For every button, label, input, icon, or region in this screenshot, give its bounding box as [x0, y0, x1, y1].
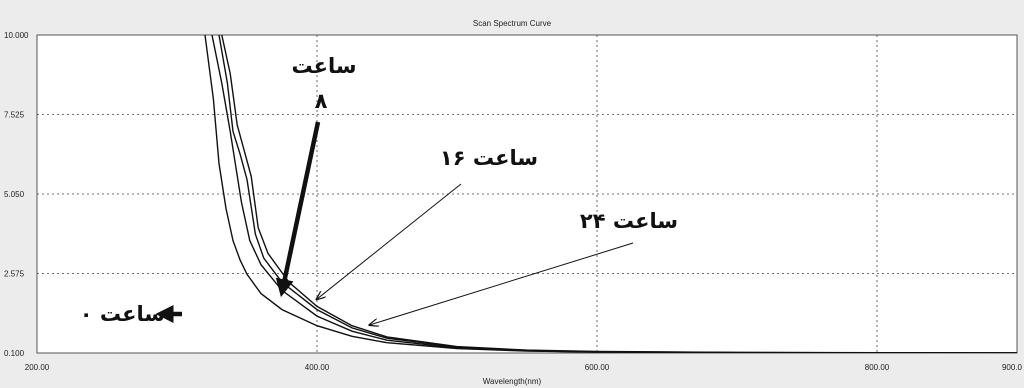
- tick-labels: 200.00 400.00 600.00 800.00 900.0 10.000 7.525…: [4, 31, 1023, 372]
- annotation-hour-24-label: ساعت ۲۴: [580, 209, 678, 233]
- x-tick-label: 900.0: [1002, 363, 1023, 372]
- annotation-hour-8-label: ساعت: [291, 54, 356, 78]
- y-tick-label: 10.000: [4, 31, 29, 40]
- series-lines: [204, 35, 1017, 353]
- annotation-hour-16-arrow: [317, 183, 462, 299]
- series-line-4: [221, 35, 1017, 353]
- x-tick-label: 800.00: [865, 363, 890, 372]
- annotation-hour-16-label: ساعت ۱۶: [440, 146, 538, 170]
- y-tick-label: 5.050: [4, 190, 25, 199]
- annotation-hour-24-arrow: [369, 242, 634, 325]
- annotations: ساعت ۰ ساعت ۸ ساعت ۱۶ ساعت ۲۴: [80, 54, 678, 326]
- annotation-hour-8-number: ۸: [315, 89, 328, 113]
- annotation-hour-8-arrow: [275, 121, 321, 298]
- y-tick-label: 2.575: [4, 270, 25, 279]
- chart-title: Scan Spectrum Curve: [473, 19, 552, 28]
- x-tick-label: 400.00: [305, 363, 330, 372]
- y-tick-label: 7.525: [4, 111, 25, 120]
- x-axis-label: Wavelength(nm): [483, 377, 542, 386]
- y-tick-label: 0.100: [4, 349, 25, 358]
- x-tick-label: 600.00: [585, 363, 610, 372]
- annotation-hour-0-label: ساعت ۰: [80, 302, 165, 326]
- x-tick-label: 200.00: [25, 363, 50, 372]
